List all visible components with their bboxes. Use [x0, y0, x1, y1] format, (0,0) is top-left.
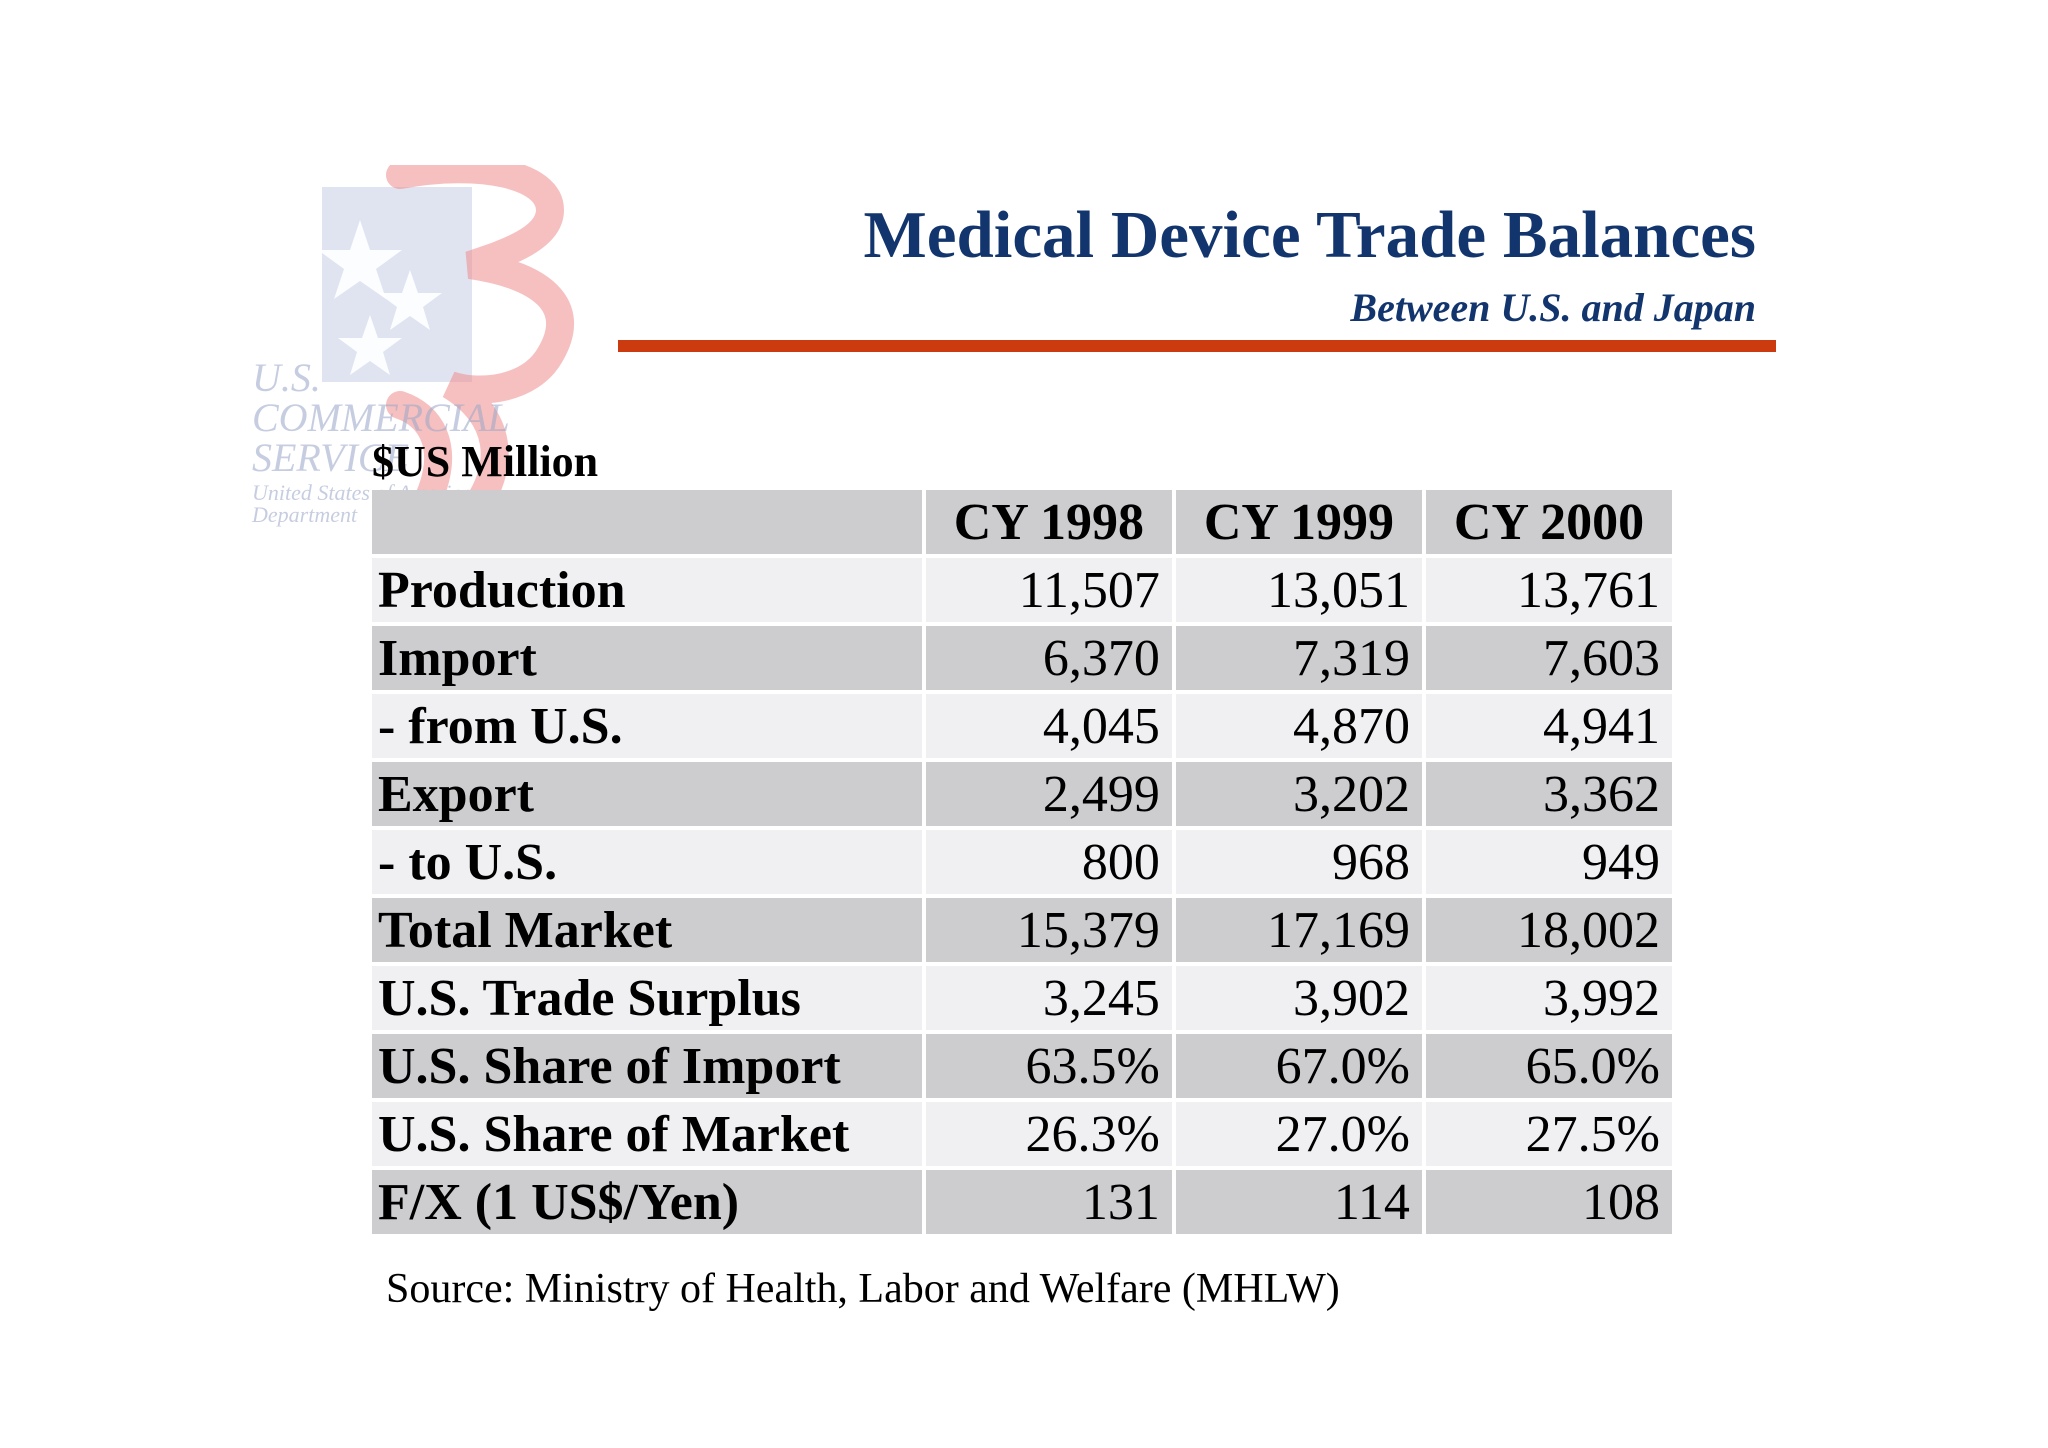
title-divider [618, 340, 1776, 352]
row-label: Import [372, 626, 922, 690]
table-cell: 3,362 [1425, 762, 1672, 826]
table-cell: 3,202 [1175, 762, 1422, 826]
table-row: F/X (1 US$/Yen) 131 114 108 [372, 1170, 1672, 1238]
trade-balance-table: CY 1998 CY 1999 CY 2000 Production 11,50… [372, 490, 1673, 1238]
table-row: - to U.S. 800 968 949 [372, 830, 1672, 898]
logo-line: COMMERCIAL [252, 395, 510, 440]
table-cell: 949 [1425, 830, 1672, 894]
table-header-cell: CY 1998 [925, 490, 1172, 554]
row-label: Export [372, 762, 922, 826]
table-cell: 27.0% [1175, 1102, 1422, 1166]
row-label: - to U.S. [372, 830, 922, 894]
table-row: - from U.S. 4,045 4,870 4,941 [372, 694, 1672, 762]
table-row: U.S. Share of Import 63.5% 67.0% 65.0% [372, 1034, 1672, 1102]
table-cell: 27.5% [1425, 1102, 1672, 1166]
table-cell: 4,941 [1425, 694, 1672, 758]
table-cell: 800 [925, 830, 1172, 894]
table-row: Production 11,507 13,051 13,761 [372, 558, 1672, 626]
table-cell: 2,499 [925, 762, 1172, 826]
table-cell: 13,761 [1425, 558, 1672, 622]
table-cell: 13,051 [1175, 558, 1422, 622]
table-cell: 17,169 [1175, 898, 1422, 962]
table-cell: 968 [1175, 830, 1422, 894]
page-subtitle: Between U.S. and Japan [1350, 285, 1756, 330]
table-cell: 18,002 [1425, 898, 1672, 962]
table-cell: 3,245 [925, 966, 1172, 1030]
logo-line: Department [252, 502, 358, 527]
table-cell: 7,603 [1425, 626, 1672, 690]
table-cell: 4,045 [925, 694, 1172, 758]
table-cell: 3,902 [1175, 966, 1422, 1030]
table-row: U.S. Trade Surplus 3,245 3,902 3,992 [372, 966, 1672, 1034]
table-cell: 131 [925, 1170, 1172, 1234]
row-label: F/X (1 US$/Yen) [372, 1170, 922, 1234]
table-cell: 6,370 [925, 626, 1172, 690]
row-label: Total Market [372, 898, 922, 962]
page-title: Medical Device Trade Balances [863, 198, 1756, 272]
table-cell: 63.5% [925, 1034, 1172, 1098]
table-row: U.S. Share of Market 26.3% 27.0% 27.5% [372, 1102, 1672, 1170]
source-note: Source: Ministry of Health, Labor and We… [386, 1266, 1340, 1312]
table-cell: 26.3% [925, 1102, 1172, 1166]
table-cell: 108 [1425, 1170, 1672, 1234]
row-label: U.S. Share of Import [372, 1034, 922, 1098]
table-cell: 65.0% [1425, 1034, 1672, 1098]
table-header-cell: CY 2000 [1425, 490, 1673, 554]
table-header-row: CY 1998 CY 1999 CY 2000 [372, 490, 1673, 558]
logo-line: U.S. [252, 355, 321, 400]
table-cell: 7,319 [1175, 626, 1422, 690]
table-cell: 3,992 [1425, 966, 1672, 1030]
table-cell: 114 [1175, 1170, 1422, 1234]
table-cell: 15,379 [925, 898, 1172, 962]
table-cell: 11,507 [925, 558, 1172, 622]
row-label: - from U.S. [372, 694, 922, 758]
unit-label: $US Million [372, 437, 599, 486]
row-label: Production [372, 558, 922, 622]
table-row: Total Market 15,379 17,169 18,002 [372, 898, 1672, 966]
table-row: Import 6,370 7,319 7,603 [372, 626, 1672, 694]
table-header-cell [372, 490, 922, 554]
logo-text: U.S. COMMERCIAL SERVICE United States of… [252, 358, 510, 526]
table-cell: 67.0% [1175, 1034, 1422, 1098]
row-label: U.S. Trade Surplus [372, 966, 922, 1030]
table-row: Export 2,499 3,202 3,362 [372, 762, 1672, 830]
table-cell: 4,870 [1175, 694, 1422, 758]
table-header-cell: CY 1999 [1175, 490, 1422, 554]
logo-line: SERVICE [252, 435, 410, 480]
row-label: U.S. Share of Market [372, 1102, 922, 1166]
